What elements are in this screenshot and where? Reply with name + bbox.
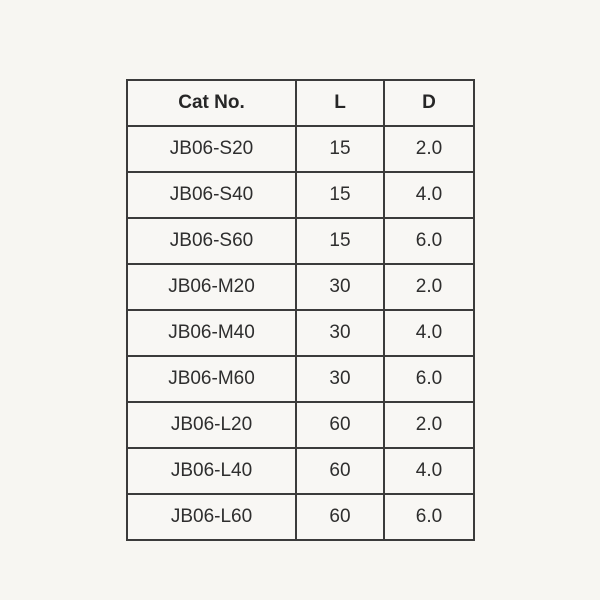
cell-d: 4.0 <box>383 309 475 357</box>
cell-d: 4.0 <box>383 171 475 219</box>
cell-cat-no: JB06-S40 <box>126 171 297 219</box>
table-row: JB06-M60 30 6.0 <box>126 355 475 403</box>
cell-l: 15 <box>295 171 385 219</box>
cell-cat-no: JB06-M60 <box>126 355 297 403</box>
cell-cat-no: JB06-L40 <box>126 447 297 495</box>
spec-table: Cat No. L D JB06-S20 15 2.0 JB06-S40 15 … <box>126 79 475 541</box>
cell-cat-no: JB06-L20 <box>126 401 297 449</box>
cell-l: 60 <box>295 493 385 541</box>
table-row: JB06-L40 60 4.0 <box>126 447 475 495</box>
cell-l: 30 <box>295 355 385 403</box>
table-row: JB06-L20 60 2.0 <box>126 401 475 449</box>
table-row: JB06-S40 15 4.0 <box>126 171 475 219</box>
cell-d: 2.0 <box>383 401 475 449</box>
cell-cat-no: JB06-M40 <box>126 309 297 357</box>
cell-l: 15 <box>295 217 385 265</box>
cell-l: 60 <box>295 447 385 495</box>
cell-d: 4.0 <box>383 447 475 495</box>
cell-d: 6.0 <box>383 355 475 403</box>
cell-cat-no: JB06-M20 <box>126 263 297 311</box>
cell-d: 6.0 <box>383 493 475 541</box>
cell-cat-no: JB06-S20 <box>126 125 297 173</box>
cell-cat-no: JB06-L60 <box>126 493 297 541</box>
cell-l: 30 <box>295 309 385 357</box>
cell-d: 2.0 <box>383 125 475 173</box>
table-row: JB06-S60 15 6.0 <box>126 217 475 265</box>
header-row: Cat No. L D <box>126 79 475 127</box>
cell-l: 30 <box>295 263 385 311</box>
cell-d: 2.0 <box>383 263 475 311</box>
header-cell-d: D <box>383 79 475 127</box>
header-cell-cat-no: Cat No. <box>126 79 297 127</box>
cell-d: 6.0 <box>383 217 475 265</box>
cell-cat-no: JB06-S60 <box>126 217 297 265</box>
table-row: JB06-M20 30 2.0 <box>126 263 475 311</box>
table-row: JB06-M40 30 4.0 <box>126 309 475 357</box>
table-row: JB06-L60 60 6.0 <box>126 493 475 541</box>
cell-l: 60 <box>295 401 385 449</box>
header-cell-l: L <box>295 79 385 127</box>
cell-l: 15 <box>295 125 385 173</box>
table-row: JB06-S20 15 2.0 <box>126 125 475 173</box>
